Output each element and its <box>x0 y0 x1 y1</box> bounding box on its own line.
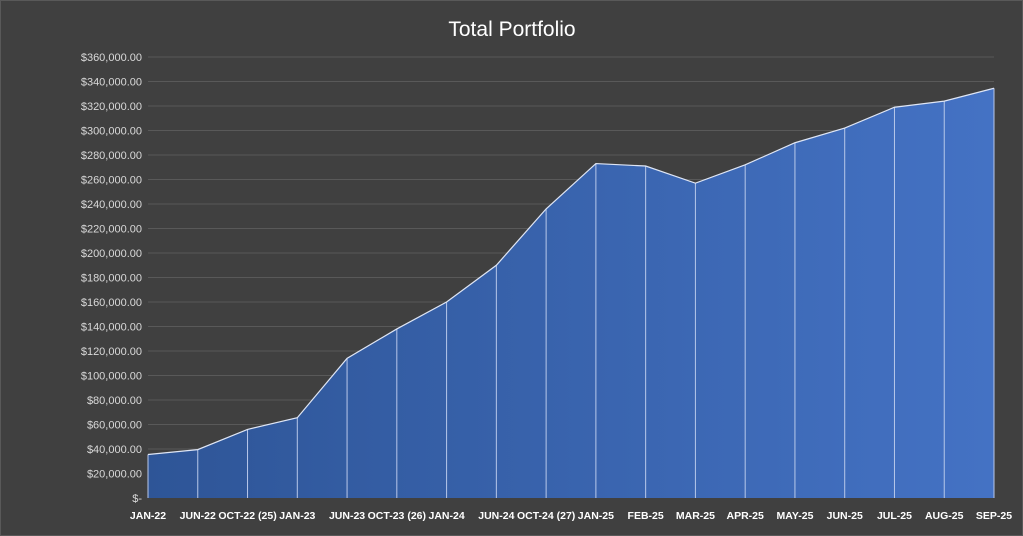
x-tick-label: JUN-25 <box>827 510 863 522</box>
y-tick-label: $40,000.00 <box>87 444 142 456</box>
x-tick-label: JUN-22 <box>180 510 216 522</box>
y-tick-label: $- <box>132 493 142 505</box>
x-tick-label: JUL-25 <box>877 510 912 522</box>
y-tick-label: $360,000.00 <box>81 52 142 64</box>
chart-title: Total Portfolio <box>448 18 575 41</box>
x-tick-label: SEP-25 <box>976 510 1012 522</box>
y-tick-label: $160,000.00 <box>81 297 142 309</box>
area-fill <box>148 88 994 499</box>
x-tick-label: MAY-25 <box>776 510 813 522</box>
x-tick-label: JAN-24 <box>428 510 464 522</box>
y-tick-label: $260,000.00 <box>81 175 142 187</box>
x-tick-label: JAN-23 <box>279 510 315 522</box>
series-line <box>147 87 995 456</box>
x-tick-label: JUN-23 <box>329 510 365 522</box>
y-tick-label: $240,000.00 <box>81 199 142 211</box>
x-tick-label: OCT-22 (25) <box>218 510 276 522</box>
y-tick-label: $320,000.00 <box>81 101 142 113</box>
x-tick-label: JUN-24 <box>478 510 514 522</box>
y-tick-label: $140,000.00 <box>81 322 142 334</box>
x-tick-label: FEB-25 <box>628 510 664 522</box>
y-tick-label: $100,000.00 <box>81 371 142 383</box>
y-axis-labels: $- $20,000.00 $40,000.00 $60,000.00 $80,000.… <box>81 52 143 505</box>
x-tick-label: JAN-22 <box>130 510 166 522</box>
x-axis-labels: JAN-22 JUN-22 OCT-22 (25) JAN-23 JUN-23 OCT-2… <box>130 510 1012 522</box>
area-series <box>147 87 995 499</box>
y-tick-label: $120,000.00 <box>81 346 142 358</box>
y-tick-label: $20,000.00 <box>87 469 142 481</box>
y-tick-label: $80,000.00 <box>87 395 142 407</box>
x-tick-label: OCT-23 (26) <box>368 510 426 522</box>
x-tick-label: MAR-25 <box>676 510 715 522</box>
y-tick-label: $340,000.00 <box>81 77 142 89</box>
y-tick-label: $200,000.00 <box>81 248 142 260</box>
y-tick-label: $280,000.00 <box>81 150 142 162</box>
x-tick-label: APR-25 <box>726 510 764 522</box>
y-tick-label: $220,000.00 <box>81 224 142 236</box>
x-tick-label: OCT-24 (27) <box>517 510 575 522</box>
y-tick-label: $300,000.00 <box>81 126 142 138</box>
x-tick-label: AUG-25 <box>925 510 964 522</box>
x-tick-label: JAN-25 <box>578 510 614 522</box>
y-tick-label: $60,000.00 <box>87 420 142 432</box>
y-tick-label: $180,000.00 <box>81 273 142 285</box>
